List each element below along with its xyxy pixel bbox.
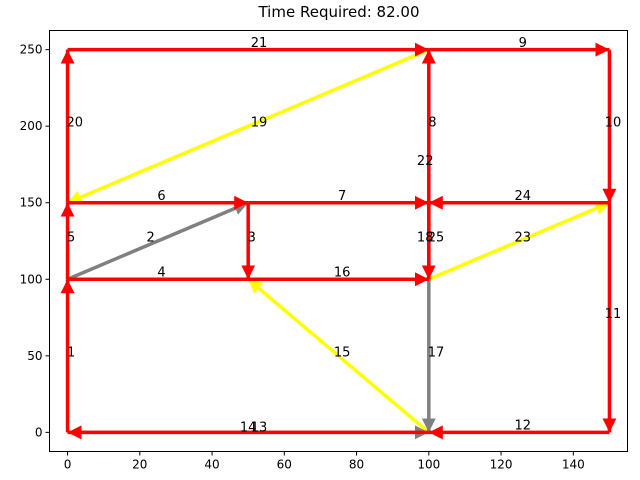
edge-label-10: 10 (605, 116, 622, 131)
x-tick-label-60: 60 (277, 458, 292, 472)
x-tick-label-100: 100 (417, 458, 440, 472)
edge-label-24: 24 (514, 189, 531, 204)
y-tick-label-100: 100 (20, 272, 43, 286)
x-tick-label-80: 80 (349, 458, 364, 472)
edge-label-3: 3 (248, 230, 256, 245)
chart-title: Time Required: 82.00 (257, 3, 419, 21)
edge-label-8: 8 (428, 116, 436, 131)
edge-label-23: 23 (514, 230, 531, 245)
edge-label-18: 18 (417, 230, 434, 245)
y-tick-label-200: 200 (20, 119, 43, 133)
y-tick-label-250: 250 (20, 43, 43, 57)
edge-label-6: 6 (157, 189, 165, 204)
edge-label-4: 4 (157, 266, 165, 281)
edge-label-2: 2 (147, 230, 155, 245)
edge-label-20: 20 (67, 116, 84, 131)
edge-label-16: 16 (334, 266, 351, 281)
edge-label-12: 12 (514, 419, 531, 434)
x-tick-label-40: 40 (204, 458, 219, 472)
edge-label-9: 9 (519, 36, 527, 51)
edge-label-14: 14 (240, 420, 257, 435)
edge-label-13: 13 (251, 420, 268, 435)
x-axis: 0 20 40 60 80 100 120 140 (64, 451, 585, 472)
edge-2 (66, 201, 249, 281)
x-tick-label-0: 0 (64, 458, 72, 472)
edge-label-25: 25 (428, 230, 445, 245)
edge-label-21: 21 (251, 36, 268, 51)
y-axis: 0 50 100 150 200 250 (20, 43, 50, 439)
edge-label-19: 19 (251, 116, 268, 131)
edge-label-11: 11 (605, 307, 622, 322)
edge-label-7: 7 (338, 189, 346, 204)
y-tick-label-50: 50 (27, 349, 42, 363)
edge-23 (428, 201, 611, 281)
edge-15 (247, 277, 430, 434)
edge-label-5: 5 (67, 230, 75, 245)
edges-layer (60, 42, 617, 440)
plot-frame (49, 30, 628, 452)
edge-label-1: 1 (67, 345, 75, 360)
y-tick-label-0: 0 (35, 425, 43, 439)
edge-label-15: 15 (334, 345, 351, 360)
y-tick-label-150: 150 (20, 196, 43, 210)
x-tick-label-120: 120 (490, 458, 513, 472)
x-tick-label-20: 20 (132, 458, 147, 472)
edge-label-22: 22 (417, 154, 434, 169)
edge-label-17: 17 (428, 345, 445, 360)
x-tick-label-140: 140 (562, 458, 585, 472)
edge-19 (66, 48, 430, 205)
